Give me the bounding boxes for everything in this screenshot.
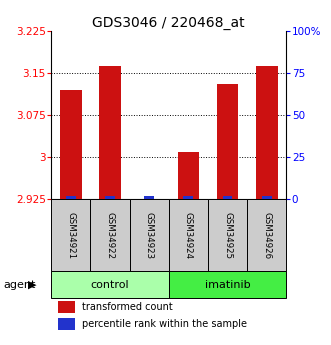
Bar — [247, 199, 286, 271]
Bar — [66, 196, 76, 199]
Bar — [99, 66, 121, 199]
Text: GSM34923: GSM34923 — [145, 211, 154, 259]
Bar — [262, 196, 272, 199]
Bar — [256, 66, 277, 199]
Text: imatinib: imatinib — [205, 280, 250, 290]
Bar — [105, 196, 115, 199]
Bar — [169, 271, 286, 298]
Text: GSM34924: GSM34924 — [184, 211, 193, 259]
Text: agent: agent — [3, 280, 36, 290]
Bar — [183, 196, 193, 199]
Bar — [130, 199, 169, 271]
Bar — [144, 196, 154, 199]
Text: percentile rank within the sample: percentile rank within the sample — [82, 318, 247, 328]
Text: control: control — [91, 280, 129, 290]
Bar — [223, 196, 232, 199]
Bar — [90, 199, 130, 271]
Bar — [51, 199, 90, 271]
Bar — [208, 199, 247, 271]
Bar — [51, 271, 169, 298]
Text: transformed count: transformed count — [82, 302, 172, 312]
Bar — [217, 84, 238, 199]
Title: GDS3046 / 220468_at: GDS3046 / 220468_at — [92, 16, 245, 30]
Text: GSM34926: GSM34926 — [262, 211, 271, 259]
Bar — [58, 302, 75, 313]
Bar — [178, 151, 199, 199]
Text: GSM34925: GSM34925 — [223, 211, 232, 259]
Text: GSM34921: GSM34921 — [67, 211, 75, 259]
Text: GSM34922: GSM34922 — [106, 211, 115, 259]
Bar — [58, 318, 75, 329]
Bar — [60, 90, 82, 199]
Text: ▶: ▶ — [27, 280, 36, 290]
Bar — [169, 199, 208, 271]
